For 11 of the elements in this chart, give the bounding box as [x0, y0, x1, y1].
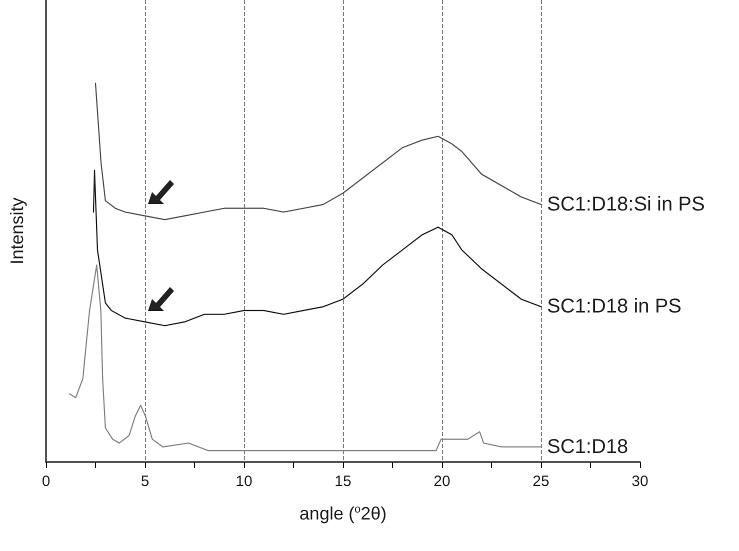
x-tick-label: 0: [42, 473, 50, 490]
series-label: SC1:D18: [547, 436, 628, 458]
y-axis-title: Intensity: [7, 197, 27, 265]
x-tick-label: 25: [532, 473, 550, 490]
x-tick-label: 5: [140, 473, 150, 490]
x-tick-label: 20: [434, 473, 450, 490]
series-label: SC1:D18 in PS: [547, 296, 682, 318]
series-label: SC1:D18:Si in PS: [547, 193, 705, 216]
x-tick-label: 10: [236, 473, 252, 490]
x-tick-label: 30: [632, 473, 648, 490]
x-tick-label: 15: [334, 473, 352, 490]
